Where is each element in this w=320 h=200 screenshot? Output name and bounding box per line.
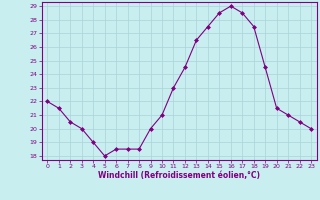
X-axis label: Windchill (Refroidissement éolien,°C): Windchill (Refroidissement éolien,°C)	[98, 171, 260, 180]
